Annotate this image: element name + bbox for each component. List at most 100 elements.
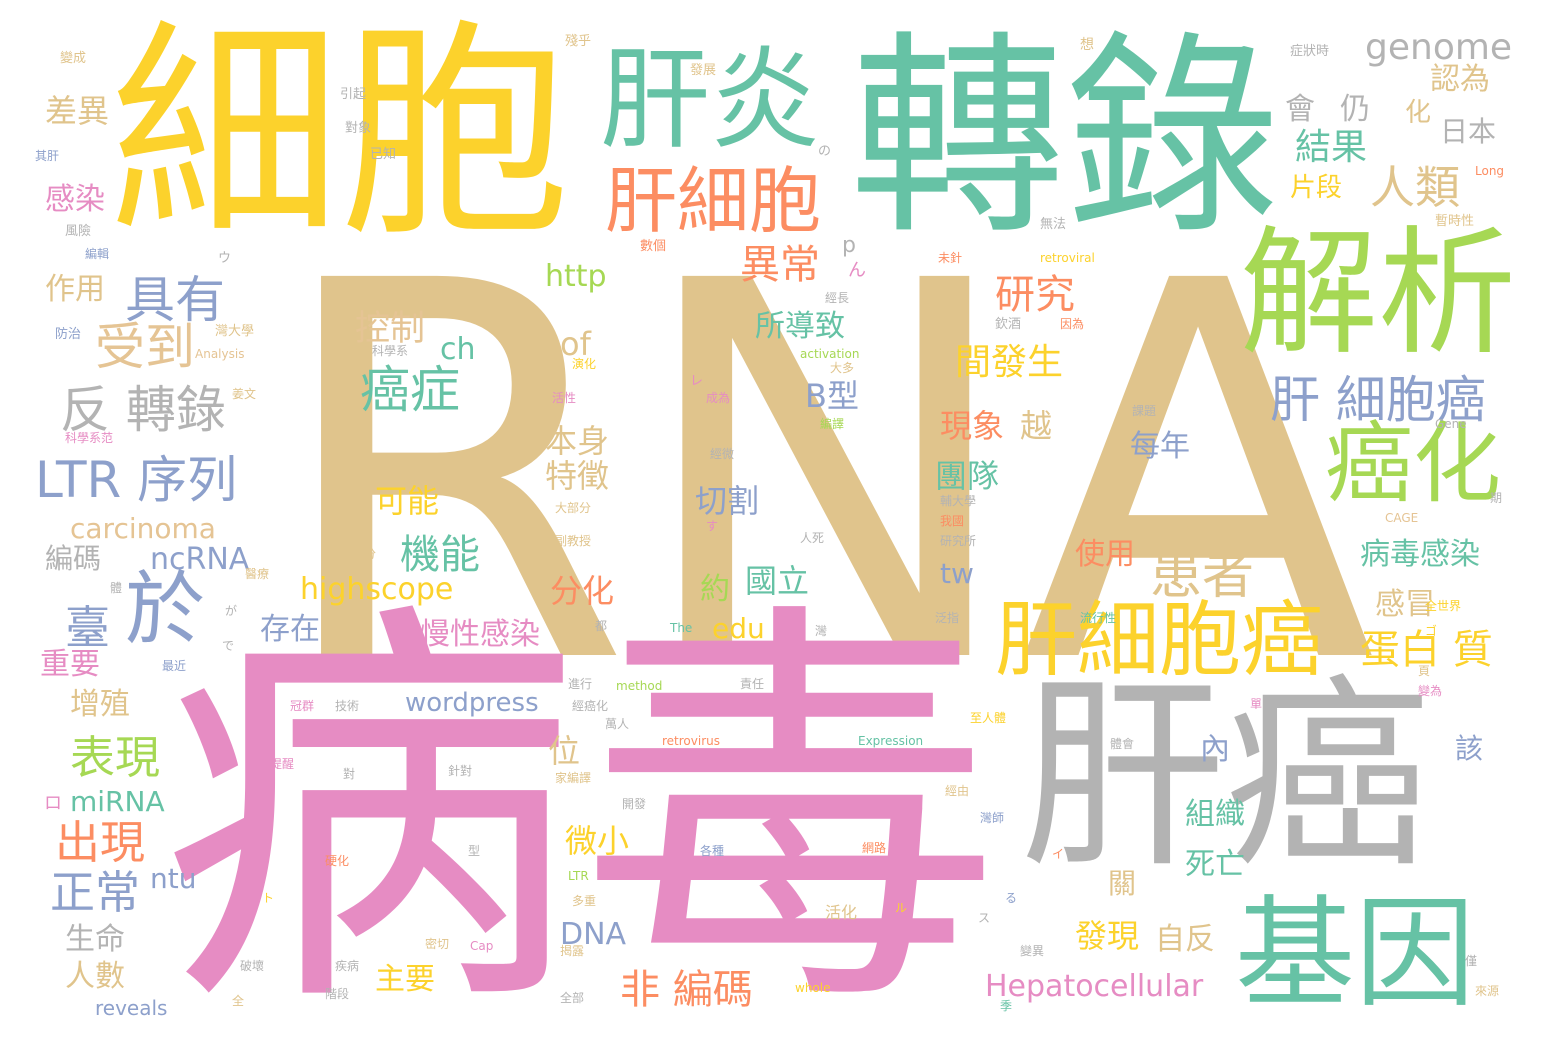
word: 無法 [1040,217,1067,232]
word: 定量 [330,521,355,535]
word: ゴ [1425,624,1438,638]
word: Expression [858,734,924,748]
word: 越 [1020,407,1053,445]
word: 主要 [375,962,435,997]
word: 會 [1285,92,1315,127]
word: 單 [1250,697,1263,711]
word: 開發 [622,797,647,811]
word: p [842,233,856,258]
word: 來源 [1475,984,1500,998]
word: tw [940,557,974,590]
word: 研究 [995,272,1075,318]
word: 經癌化 [572,699,609,713]
word: 出現 [55,816,146,869]
word: 患者 [1150,546,1255,606]
word: ch [440,332,476,367]
word: 網路 [862,841,887,855]
word: Hepatocellular [985,969,1204,1004]
word: http [545,259,607,294]
word: reveals [95,996,168,1020]
word: 病毒 [160,570,1000,1052]
word: 組織 [1185,797,1245,832]
word: 發現 [1075,917,1140,955]
word: 轉錄 [850,12,1280,263]
word: 引起 [340,87,367,102]
word: 對 [343,767,356,781]
word: 已知 [370,147,397,162]
word: 癌症 [360,361,460,419]
word: 殘乎 [565,34,592,49]
word: DNA [560,917,627,952]
word: 灣 [815,624,828,638]
word: ロ [44,793,62,814]
word: edu [712,612,765,645]
word: 症狀時 [1290,44,1330,59]
word: 差異 [45,92,110,130]
word: 基因 [1235,885,1475,1024]
word: 分化 [550,572,615,610]
word: 結果 [1295,127,1368,168]
word: method [616,679,663,693]
word: 感染 [45,182,105,217]
word: whole [795,981,831,995]
word: 都 [595,619,608,633]
word: 肝細胞癌 [995,593,1324,688]
word: 存在 [260,612,320,647]
word: 大多 [830,361,855,375]
word: が [225,604,238,618]
word: wordpress [405,688,539,718]
word: 對象 [345,121,372,136]
word: 該 [1455,732,1484,765]
word: 蛋白 質 [1360,627,1493,673]
word: 數個 [640,239,667,254]
word: 微小 [565,822,630,860]
word: miRNA [70,785,165,818]
word: 僅 [1465,954,1478,968]
word: 具有 [125,271,225,329]
word: 團隊 [935,457,1000,495]
word: 密切 [425,937,450,951]
word: 編輯 [85,247,110,261]
word: 冠群 [290,699,315,713]
word: Cap [470,939,494,953]
word: 因子 [1180,519,1205,533]
word: 死亡 [1185,847,1245,882]
word: 流行性 [1080,611,1117,625]
word: ntu [150,862,197,895]
word: 片段 [1290,173,1343,203]
word: retroviral [1040,251,1095,265]
word: ト [262,891,275,905]
word: B型 [805,377,859,415]
word: ん [848,260,866,281]
word: 輔大學 [940,494,977,508]
word: 作用 [45,272,105,307]
word: 人類 [1370,161,1461,214]
word: 至人體 [970,711,1007,725]
word: 因為 [1060,317,1085,331]
word: 所導致 [755,309,845,344]
word: 每年 [1130,429,1190,464]
word: 全 [232,994,245,1008]
word: highscope [300,572,454,607]
word: 間發生 [955,342,1064,383]
word: 臺 [65,601,111,654]
word: 演化 [572,357,597,371]
word: 科學系范 [65,431,114,445]
word: 控制 [355,309,426,349]
word: 期 [1490,491,1503,505]
word: 硬化 [325,854,350,868]
word: 針對 [448,764,473,778]
word: 活化 [825,903,858,922]
word: 活性 [552,391,577,405]
word: The [670,621,693,635]
word: 部分 [352,547,377,561]
word: 關 [1108,867,1137,900]
word: Analysis [195,347,245,361]
word: 國立 [745,562,810,600]
word: 機能 [400,532,480,578]
word: 正常 [50,866,141,919]
word: 欽酒 [995,317,1022,332]
word: 重要 [40,647,100,682]
word: 防治 [55,327,82,342]
